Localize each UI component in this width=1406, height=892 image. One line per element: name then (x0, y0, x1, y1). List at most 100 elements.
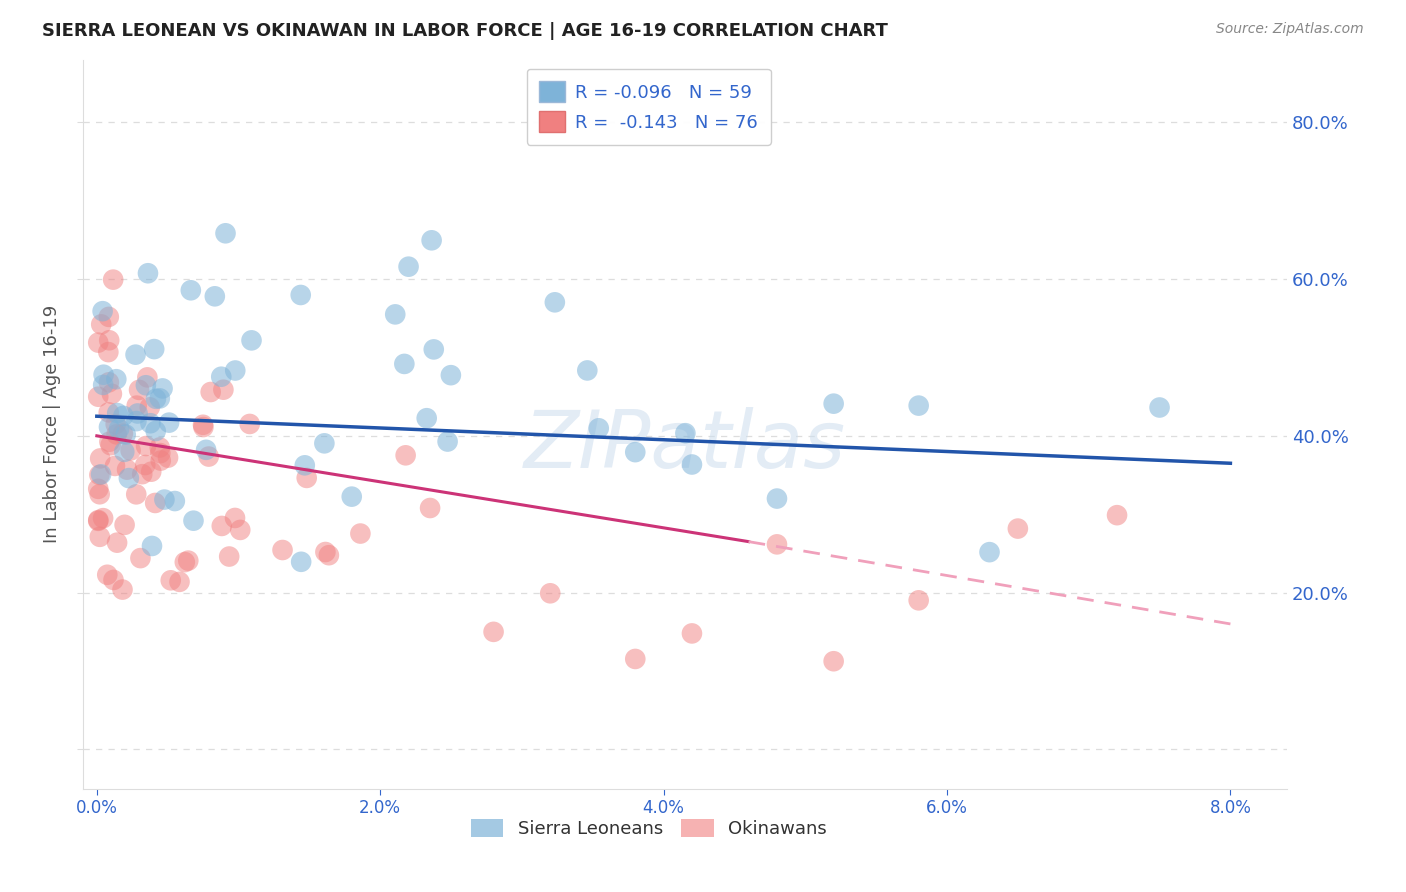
Point (576, 363, 599, 377)
Point (204, 289, 226, 303)
Point (149, 453, 172, 467)
Point (295, 471, 318, 485)
Point (394, 357, 416, 371)
Point (149, 392, 172, 406)
Point (118, 471, 141, 485)
Point (90, 467, 112, 482)
Point (97, 405, 120, 419)
Point (209, 369, 232, 384)
Point (135, 378, 157, 392)
Point (127, 407, 149, 421)
Point (141, 539, 163, 553)
Point (169, 574, 191, 589)
Point (91, 511, 114, 525)
Point (89, 451, 111, 466)
Point (89, 467, 111, 482)
Point (120, 443, 142, 458)
Point (823, 397, 845, 411)
Point (139, 416, 162, 430)
Point (143, 496, 166, 510)
Point (979, 545, 1001, 559)
Point (544, 295, 567, 310)
Point (129, 551, 152, 566)
Point (101, 387, 124, 401)
Point (141, 465, 163, 479)
Point (673, 426, 696, 441)
Point (90, 318, 112, 332)
Point (97, 310, 120, 324)
Point (907, 399, 929, 413)
Point (482, 624, 505, 639)
Point (436, 434, 458, 449)
Point (290, 288, 312, 302)
Point (197, 450, 219, 464)
Point (823, 654, 845, 668)
Point (134, 458, 156, 472)
Point (128, 383, 150, 397)
Point (91, 378, 114, 392)
Point (415, 411, 437, 425)
Point (271, 543, 294, 558)
Point (180, 283, 202, 297)
Point (153, 492, 176, 507)
Point (87, 335, 110, 350)
Point (145, 392, 167, 406)
Point (440, 368, 463, 383)
Point (136, 370, 159, 384)
Point (214, 227, 236, 241)
Text: SIERRA LEONEAN VS OKINAWAN IN LABOR FORCE | AGE 16-19 CORRELATION CHART: SIERRA LEONEAN VS OKINAWAN IN LABOR FORC… (42, 22, 889, 40)
Point (419, 501, 441, 516)
Point (159, 574, 181, 588)
Point (218, 549, 240, 564)
Point (239, 417, 262, 431)
Text: Source: ZipAtlas.com: Source: ZipAtlas.com (1216, 22, 1364, 37)
Point (384, 307, 406, 321)
Point (104, 458, 127, 473)
Point (89, 487, 111, 501)
Point (101, 272, 124, 286)
Point (1007, 522, 1029, 536)
Point (139, 401, 162, 415)
Point (98, 420, 121, 434)
Point (89, 530, 111, 544)
Point (294, 458, 316, 473)
Point (624, 445, 647, 459)
Point (349, 526, 371, 541)
Point (105, 372, 128, 386)
Point (111, 582, 134, 597)
Legend: Sierra Leoneans, Okinawans: Sierra Leoneans, Okinawans (464, 812, 834, 845)
Point (105, 535, 128, 549)
Point (624, 652, 647, 666)
Point (131, 467, 153, 482)
Point (111, 426, 134, 441)
Point (87, 514, 110, 528)
Point (766, 537, 789, 551)
Point (135, 439, 157, 453)
Point (115, 463, 138, 477)
Point (125, 399, 148, 413)
Point (87, 390, 110, 404)
Point (125, 487, 148, 501)
Point (1149, 401, 1171, 415)
Point (87, 513, 110, 527)
Point (104, 417, 127, 431)
Point (681, 626, 703, 640)
Point (212, 383, 235, 397)
Point (98, 434, 121, 449)
Point (318, 548, 340, 562)
Point (340, 490, 363, 504)
Point (145, 424, 167, 438)
Point (183, 514, 205, 528)
Point (157, 450, 180, 465)
Point (193, 420, 215, 434)
Point (681, 458, 703, 472)
Point (124, 348, 146, 362)
Point (240, 334, 263, 348)
Point (93, 368, 115, 382)
Point (149, 441, 172, 455)
Point (229, 523, 252, 537)
Point (211, 519, 233, 533)
Point (125, 414, 148, 428)
Point (112, 445, 135, 459)
Point (91, 304, 114, 318)
